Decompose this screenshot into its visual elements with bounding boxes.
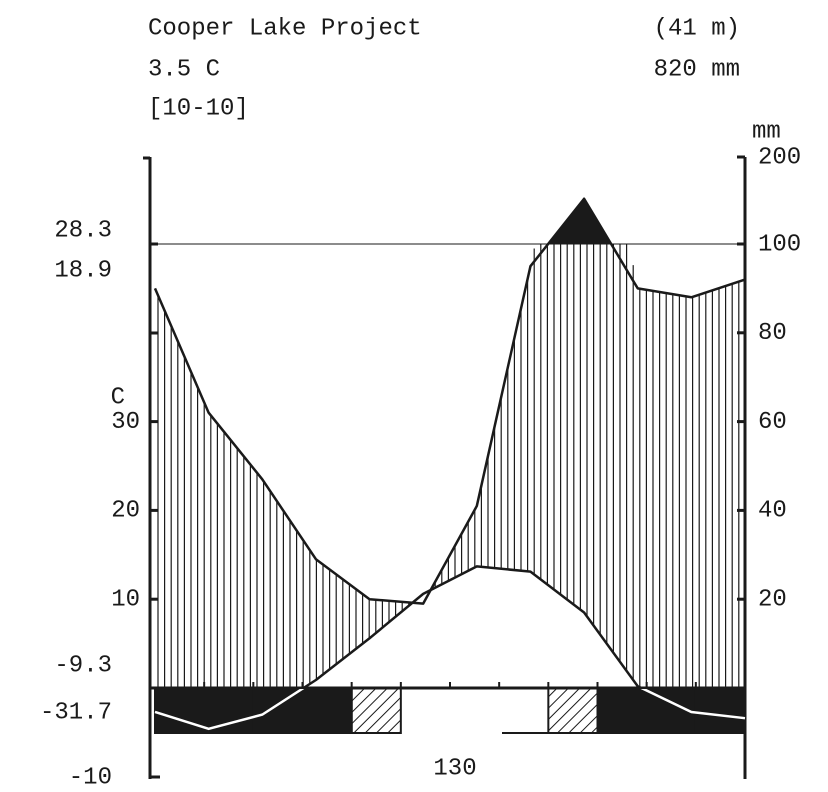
annual-precipitation: 820 mm xyxy=(654,56,740,83)
annotation: -31.7 xyxy=(40,699,112,726)
frost-month xyxy=(694,687,746,734)
y-tick-label: 20 xyxy=(111,498,140,525)
line-below-zero xyxy=(154,689,746,731)
y2-tick-label: 100 xyxy=(758,231,801,258)
annotation: -9.3 xyxy=(54,652,112,679)
annotation: 130 xyxy=(433,755,476,782)
y2-tick-label: 200 xyxy=(758,144,801,171)
annotation: 28.3 xyxy=(54,217,112,244)
frost-month xyxy=(350,687,402,734)
frost-month xyxy=(301,687,353,734)
humid-hatch xyxy=(157,244,740,688)
y2-axis-label: mm xyxy=(752,118,781,145)
y-tick-label: 10 xyxy=(111,587,140,614)
annotation: 18.9 xyxy=(54,257,112,284)
frost-month xyxy=(547,687,599,734)
elevation: (41 m) xyxy=(654,15,740,42)
frost-month xyxy=(596,687,648,734)
frost-month xyxy=(450,688,499,733)
frost-month xyxy=(203,687,255,734)
y2-tick-label: 60 xyxy=(758,409,787,436)
wet-excess xyxy=(155,198,745,244)
years: [10-10] xyxy=(148,95,249,122)
frost-month xyxy=(401,688,450,733)
line xyxy=(153,197,746,605)
frost-month xyxy=(499,688,548,733)
axes xyxy=(143,156,747,779)
annotation: -10 xyxy=(69,764,112,791)
y-tick-label: 30 xyxy=(111,409,140,436)
y2-tick-label: 80 xyxy=(758,320,787,347)
y2-tick-label: 20 xyxy=(758,587,787,614)
y-axis-label: C xyxy=(111,384,125,411)
chart-title: Cooper Lake Project xyxy=(148,15,422,42)
y2-tick-label: 40 xyxy=(758,498,787,525)
mean-temperature: 3.5 C xyxy=(148,56,220,83)
